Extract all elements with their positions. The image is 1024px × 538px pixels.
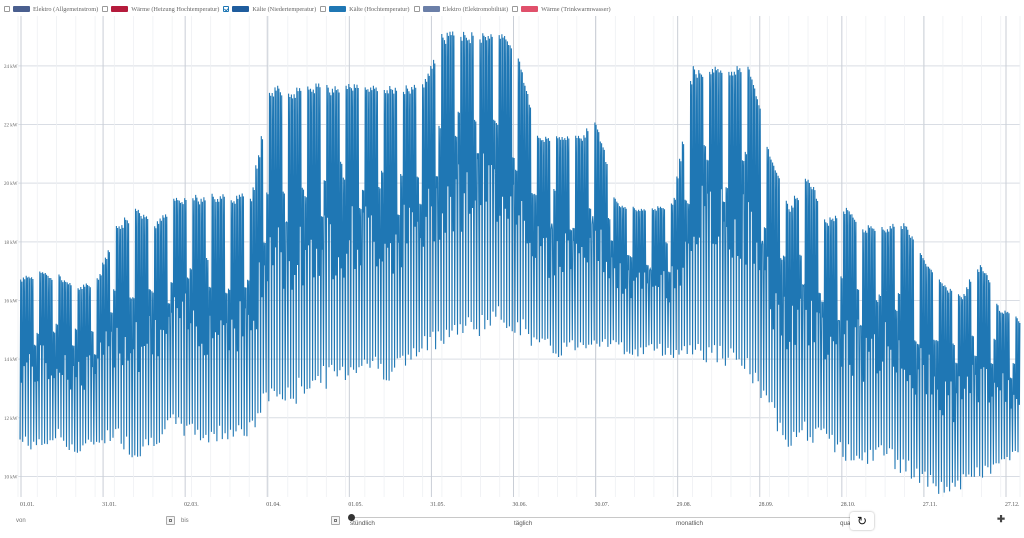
legend-swatch [13, 6, 30, 12]
x-tick-label: 27.11. [923, 502, 938, 508]
x-tick-label: 01.01. [20, 502, 35, 508]
reset-icon: ↻ [856, 514, 868, 528]
x-tick-label: 01.05. [348, 502, 363, 508]
x-tick-label: 28.09. [759, 502, 774, 508]
legend-item[interactable]: Kälte (Hochtemperatur) [320, 5, 410, 13]
legend-item[interactable]: Wärme (Heizung Hochtemperatur) [102, 6, 219, 13]
chart-controls: von bis stündlich täglich monatlich quar… [0, 510, 1024, 538]
reset-zoom-button[interactable]: ↻ [850, 512, 874, 530]
resolution-option-daily[interactable]: täglich [514, 520, 533, 527]
resolution-slider-track[interactable] [351, 517, 857, 518]
line-chart: 10 kW 12 kW 14 kW 16 kW 18 kW 20 kW 22 kW 24 kW… [4, 16, 1021, 508]
y-tick-label: 20 kW [4, 182, 18, 187]
y-tick-label: 14 kW [4, 358, 18, 363]
x-tick-label: 30.07. [595, 502, 610, 508]
legend-checkbox[interactable] [223, 6, 230, 12]
legend-item[interactable]: Kälte (Niedertemperatur) [223, 6, 316, 13]
legend-checkbox[interactable] [4, 6, 10, 12]
y-tick-label: 24 kW [4, 65, 18, 70]
y-tick-label: 18 kW [4, 241, 18, 246]
legend-swatch [232, 6, 250, 12]
pin-icon[interactable]: ✖ [993, 512, 1008, 527]
legend-label: Elektro (Allgemeinstrom) [33, 5, 99, 13]
y-tick-label: 12 kW [4, 417, 18, 422]
legend-item[interactable]: Elektro (Allgemeinstrom) [4, 6, 98, 13]
y-tick-label: 16 kW [4, 299, 18, 304]
x-tick-label: 31.05. [430, 502, 445, 508]
y-tick-label: 10 kW [4, 475, 18, 480]
legend-checkbox[interactable] [413, 6, 420, 12]
to-label: bis [181, 518, 189, 524]
x-tick-label: 30.06. [513, 502, 528, 508]
legend-label: Kälte (Niedertemperatur) [252, 5, 317, 13]
legend-label: Elektro (Elektromobilität) [442, 5, 509, 13]
legend-label: Wärme (Trinkwarmwasser) [541, 5, 611, 13]
legend-label: Kälte (Hochtemperatur) [349, 5, 410, 13]
x-tick-label: 31.01. [102, 502, 117, 508]
y-tick-label: 22 kW [4, 124, 18, 129]
from-label: von [16, 518, 26, 524]
resolution-option-quarterly[interactable]: quartal [840, 520, 852, 527]
legend-label: Wärme (Heizung Hochtemperatur) [131, 5, 220, 13]
legend-swatch [521, 6, 539, 12]
resolution-option-hourly[interactable]: stündlich [350, 520, 375, 527]
resolution-option-monthly[interactable]: monatlich [676, 520, 703, 527]
legend-item[interactable]: Wärme (Trinkwarmwasser) [512, 6, 611, 13]
legend-swatch [111, 6, 129, 12]
legend-checkbox[interactable] [320, 6, 327, 12]
from-calendar-icon[interactable] [166, 516, 175, 525]
chart-legend: Elektro (Allgemeinstrom) Wärme (Heizung H… [4, 3, 615, 15]
to-calendar-icon[interactable] [331, 516, 340, 525]
x-tick-label: 29.08. [677, 502, 692, 508]
x-tick-label: 02.03. [184, 502, 199, 508]
x-tick-label: 28.10. [841, 502, 856, 508]
legend-item[interactable]: Elektro (Elektromobilität) [413, 5, 509, 13]
series-line [19, 31, 1021, 494]
x-tick-label: 01.04. [266, 502, 281, 508]
legend-swatch [329, 6, 347, 12]
legend-swatch [422, 6, 440, 12]
resolution-slider-knob[interactable] [348, 514, 355, 521]
x-tick-label: 27.12. [1005, 502, 1020, 508]
legend-checkbox[interactable] [102, 6, 109, 12]
legend-checkbox[interactable] [512, 6, 519, 12]
